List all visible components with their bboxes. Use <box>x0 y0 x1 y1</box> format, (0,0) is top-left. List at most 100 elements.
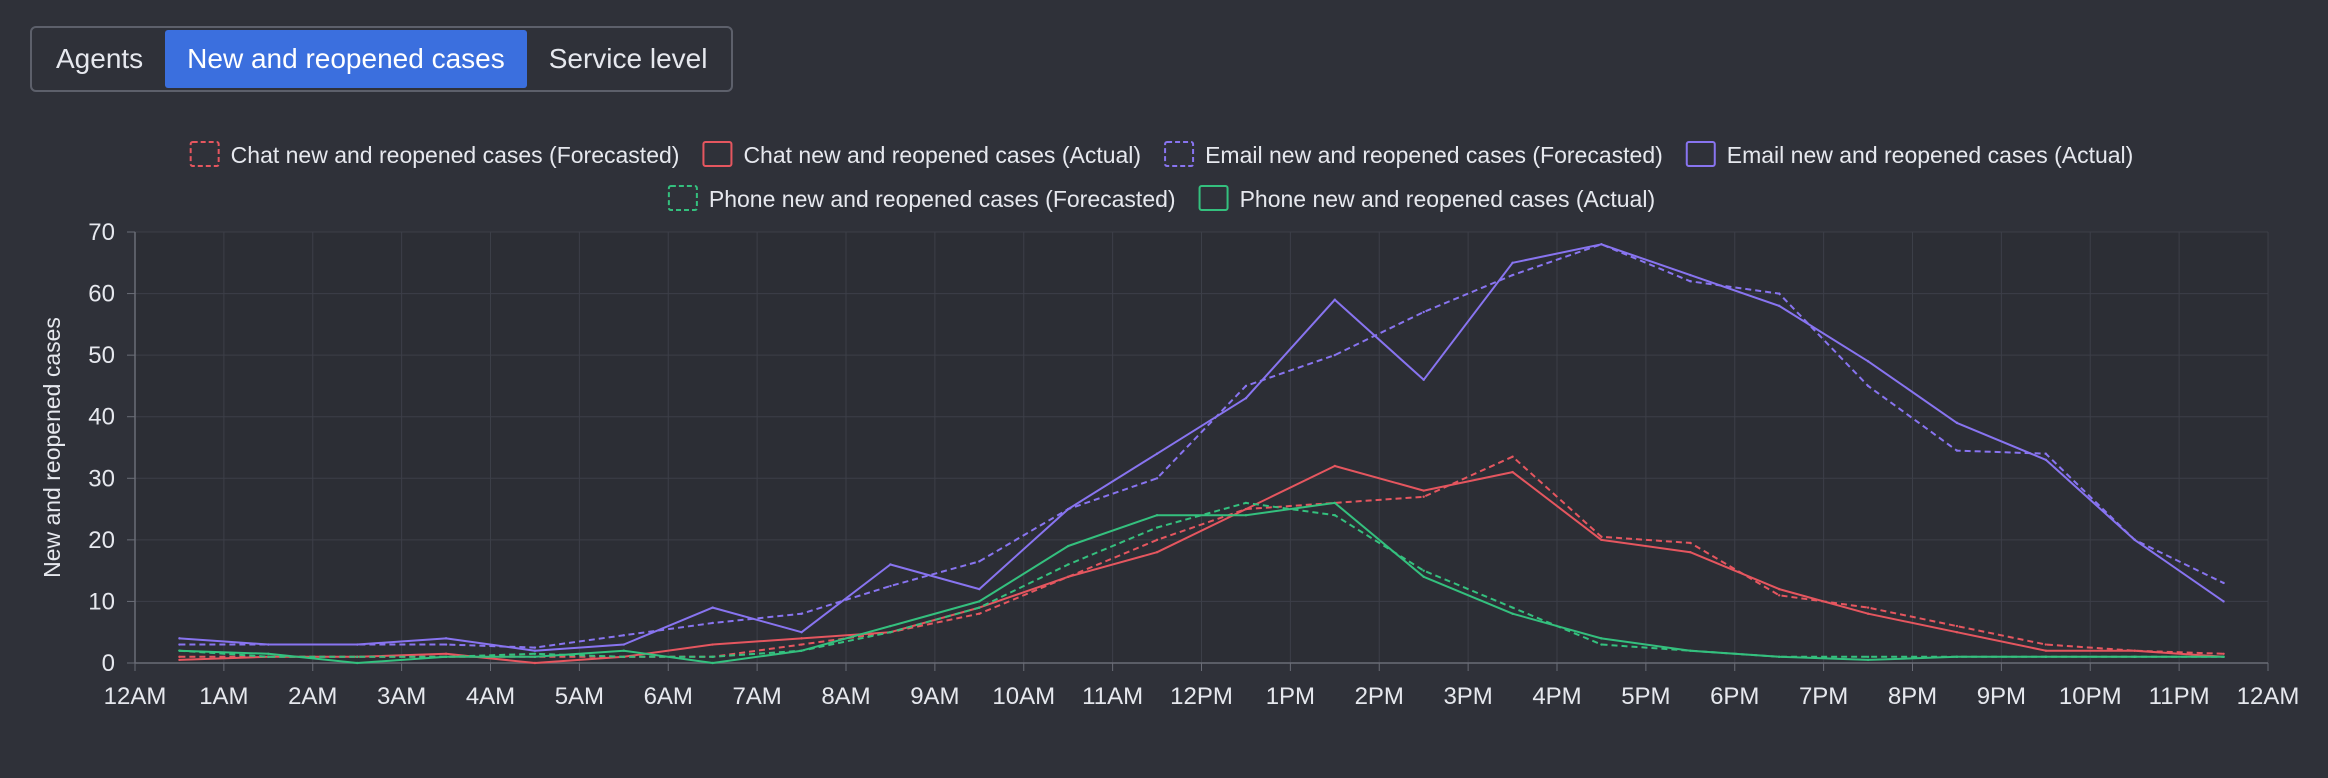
data-point <box>2222 652 2225 655</box>
data-point <box>533 655 537 659</box>
data-point <box>800 643 803 646</box>
data-point <box>178 649 181 652</box>
series-line-email-forecasted <box>179 243 2225 649</box>
x-tick-label: 7PM <box>1799 683 1848 710</box>
legend-label: Chat new and reopened cases (Actual) <box>743 142 1141 168</box>
series-line-phone-forecasted <box>179 501 2224 658</box>
data-point <box>1777 594 1781 597</box>
data-point <box>533 649 537 652</box>
data-point <box>2044 458 2048 462</box>
legend-label: Chat new and reopened cases (Forecasted) <box>231 142 680 168</box>
data-point <box>711 655 714 659</box>
data-point <box>800 649 803 652</box>
data-point <box>355 655 359 659</box>
data-point <box>711 661 714 665</box>
data-point <box>533 661 537 665</box>
data-point <box>1244 514 1248 517</box>
series-line-phone-actual <box>179 501 2224 664</box>
data-point <box>1777 304 1781 308</box>
data-point <box>2044 655 2048 659</box>
data-point <box>1866 612 1870 615</box>
x-tick-label: 6PM <box>1710 683 1759 710</box>
data-point <box>1866 655 1870 659</box>
data-point <box>178 658 181 662</box>
legend-swatch <box>189 141 220 167</box>
data-point <box>1866 384 1870 388</box>
data-point <box>1955 624 1959 628</box>
data-point <box>2133 655 2136 659</box>
x-tick-label: 10AM <box>992 683 1055 710</box>
legend-label: Email new and reopened cases (Forecasted… <box>1205 142 1663 168</box>
data-point <box>1777 655 1781 659</box>
data-point <box>1600 643 1603 646</box>
data-point <box>1955 449 1959 452</box>
tab-agents[interactable]: Agents <box>56 43 144 74</box>
legend-item: Chat new and reopened cases (Actual) <box>702 141 1141 168</box>
data-point <box>978 587 981 591</box>
data-point <box>1066 563 1070 566</box>
data-point <box>1600 535 1603 538</box>
y-tick-label: 20 <box>88 527 115 554</box>
x-tick-label: 12PM <box>1170 683 1233 710</box>
data-point <box>178 643 181 646</box>
data-point <box>178 637 181 640</box>
x-tick-label: 2PM <box>1355 683 1404 710</box>
data-point <box>1244 501 1248 505</box>
data-point <box>1333 514 1337 517</box>
data-point <box>1155 526 1159 529</box>
data-point <box>1155 477 1159 480</box>
data-point <box>1511 470 1514 474</box>
data-point <box>889 563 892 566</box>
data-point <box>711 643 714 646</box>
data-point <box>1422 575 1425 578</box>
legend-item: Phone new and reopened cases (Actual) <box>1198 185 1655 212</box>
data-point <box>800 612 803 615</box>
data-point <box>1689 280 1692 283</box>
data-point <box>1155 550 1159 554</box>
data-point <box>1866 658 1870 662</box>
legend-swatch <box>1198 185 1229 211</box>
x-tick-label: 1AM <box>199 683 248 710</box>
y-tick-label: 40 <box>88 404 115 431</box>
data-point <box>1689 550 1692 554</box>
tab-new-and-reopened-cases[interactable]: New and reopened cases <box>165 30 527 88</box>
legend-swatch <box>1685 141 1716 167</box>
data-point <box>1422 569 1425 572</box>
tab-service-level[interactable]: Service level <box>548 43 708 74</box>
data-point <box>2222 600 2225 603</box>
x-tick-label: 5PM <box>1621 683 1670 710</box>
data-point <box>1333 353 1337 357</box>
x-tick-label: 12AM <box>2237 683 2300 710</box>
data-point <box>1511 606 1514 609</box>
data-point <box>355 643 359 646</box>
x-tick-label: 9AM <box>910 683 959 710</box>
data-point <box>1066 575 1070 578</box>
data-point <box>444 655 448 659</box>
data-point <box>711 621 714 625</box>
data-point <box>1689 541 1692 545</box>
data-point <box>1511 455 1514 458</box>
y-tick-label: 50 <box>88 342 115 369</box>
y-tick-label: 0 <box>102 650 115 677</box>
legend-label: Email new and reopened cases (Actual) <box>1727 142 2134 168</box>
x-tick-label: 9PM <box>1977 683 2026 710</box>
data-point <box>1333 298 1337 301</box>
data-point <box>2044 649 2048 652</box>
x-tick-label: 6AM <box>644 683 693 710</box>
data-point <box>1155 452 1159 455</box>
data-point <box>622 655 626 659</box>
data-point <box>889 584 892 588</box>
x-tick-label: 8PM <box>1888 683 1937 710</box>
data-point <box>533 652 537 655</box>
data-point <box>1777 292 1781 295</box>
legend-item: Phone new and reopened cases (Forecasted… <box>667 185 1176 212</box>
y-tick-label: 10 <box>88 588 115 615</box>
x-tick-label: 4AM <box>466 683 515 710</box>
data-point <box>1066 544 1070 548</box>
x-tick-label: 3PM <box>1443 683 1492 710</box>
legend-swatch <box>702 141 733 167</box>
data-point <box>1155 514 1159 517</box>
data-point <box>1511 273 1514 277</box>
y-tick-label: 70 <box>88 219 115 246</box>
data-point <box>1422 495 1425 498</box>
